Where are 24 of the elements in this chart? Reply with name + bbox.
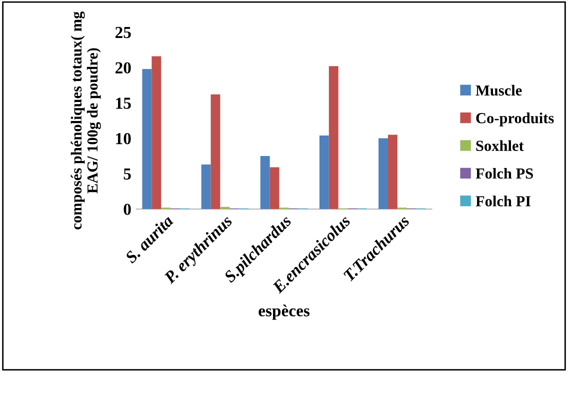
y-tick-label: 25 (115, 26, 131, 38)
y-axis-title: composés phénoliques totaux( mg EAG/ 100g de poudre) (70, 11, 101, 230)
y-tick-label: 5 (124, 168, 131, 180)
y-tick-label: 10 (116, 132, 131, 144)
bar (220, 206, 230, 210)
legend-label: Co-produits (476, 112, 554, 126)
legend-label: Soxhlet (476, 140, 524, 152)
legend-label: Muscle (476, 84, 522, 96)
y-tick-label: 15 (116, 98, 131, 109)
legend-label: Folch PS (476, 168, 533, 179)
bar (378, 138, 388, 210)
bar (201, 164, 211, 210)
bar (260, 156, 270, 210)
y-tick-label: 0 (124, 204, 131, 215)
bar (142, 68, 152, 210)
bar (270, 167, 280, 210)
bar (210, 94, 220, 210)
legend-label: Folch PI (476, 196, 531, 206)
bar (152, 56, 162, 210)
bar (328, 66, 338, 210)
x-axis-title: espèces (258, 304, 310, 320)
bar (388, 134, 398, 210)
bar (319, 135, 329, 210)
y-tick-label: 20 (115, 62, 131, 74)
